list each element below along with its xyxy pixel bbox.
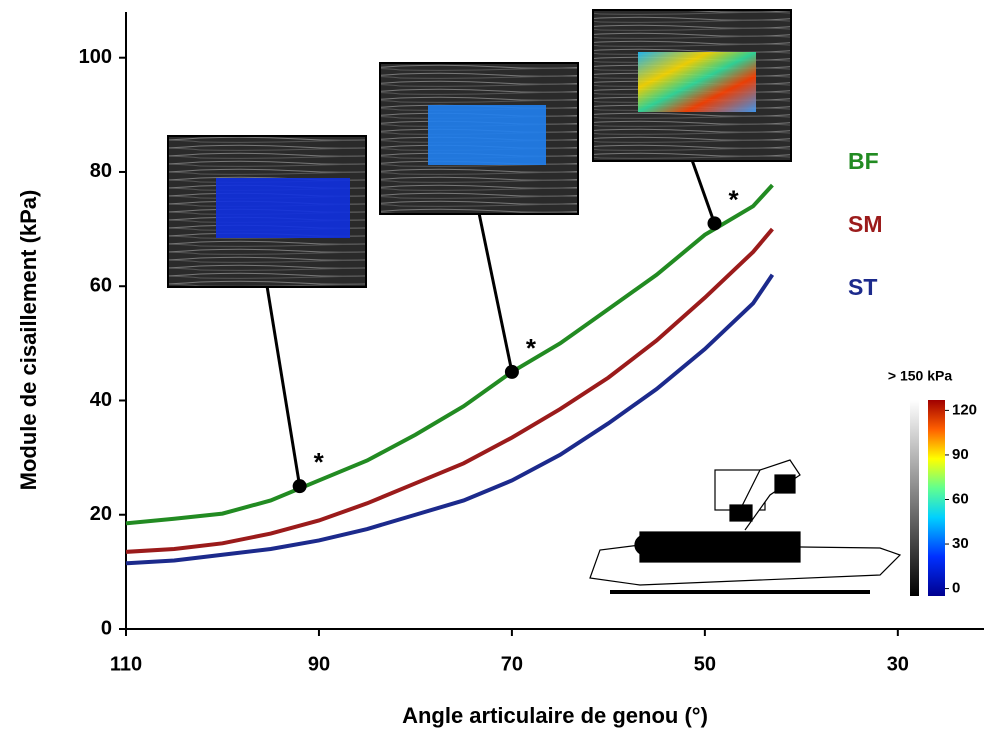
x-tick-label: 110 xyxy=(110,653,142,675)
legend-label: BF xyxy=(848,148,879,174)
legend-label: SM xyxy=(848,211,883,237)
y-tick-label: 20 xyxy=(90,503,112,525)
y-tick-label: 100 xyxy=(79,46,112,68)
elastography-map xyxy=(638,52,756,112)
y-tick-label: 0 xyxy=(101,617,112,639)
colorbar-tick-label: 120 xyxy=(952,401,977,418)
colorbar-tick-label: 30 xyxy=(952,535,969,552)
elastography-map xyxy=(216,178,350,238)
colorbar-tick-label: 90 xyxy=(952,446,969,463)
leader-line xyxy=(477,212,514,373)
y-tick-label: 40 xyxy=(90,389,112,411)
annotation-point xyxy=(504,364,519,379)
annotation-point xyxy=(292,479,307,494)
y-tick-label: 80 xyxy=(90,160,112,182)
x-tick-label: 90 xyxy=(308,653,330,675)
knee-illustration xyxy=(589,459,902,594)
elastography-map xyxy=(428,105,546,165)
series-line xyxy=(125,227,774,554)
y-axis-title: Module de cisaillement (kPa) xyxy=(16,190,41,491)
colorbar-tick-label: 60 xyxy=(952,490,969,507)
colorbar-tick-label: 0 xyxy=(952,580,960,597)
annotation-label: * xyxy=(314,447,325,477)
x-axis-title: Angle articulaire de genou (°) xyxy=(402,703,708,728)
x-tick-label: 30 xyxy=(887,653,909,675)
leader-line xyxy=(690,159,716,224)
x-tick-label: 70 xyxy=(501,653,523,675)
y-tick-label: 60 xyxy=(90,275,112,297)
annotation-label: * xyxy=(729,184,740,214)
series-line xyxy=(125,273,775,566)
legend-label: ST xyxy=(848,274,877,300)
colorbar-gray xyxy=(910,400,919,596)
series-line xyxy=(125,183,774,526)
leader-line xyxy=(265,285,302,487)
colorbar xyxy=(928,400,945,596)
annotation-label: * xyxy=(526,333,537,363)
colorbar-title: > 150 kPa xyxy=(888,368,952,384)
annotation-point xyxy=(707,216,722,231)
x-tick-label: 50 xyxy=(694,653,716,675)
